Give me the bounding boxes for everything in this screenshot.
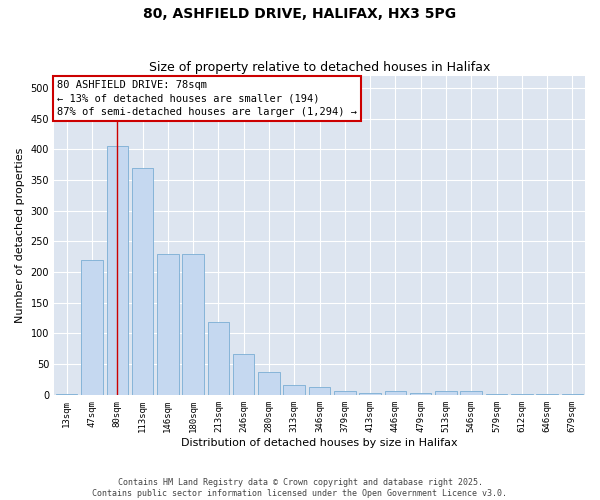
- X-axis label: Distribution of detached houses by size in Halifax: Distribution of detached houses by size …: [181, 438, 458, 448]
- Title: Size of property relative to detached houses in Halifax: Size of property relative to detached ho…: [149, 62, 490, 74]
- Bar: [132, 168, 153, 395]
- Bar: [56, 394, 77, 395]
- Bar: [460, 390, 482, 395]
- Bar: [157, 254, 179, 395]
- Bar: [486, 394, 507, 395]
- Bar: [385, 390, 406, 395]
- Text: Contains HM Land Registry data © Crown copyright and database right 2025.
Contai: Contains HM Land Registry data © Crown c…: [92, 478, 508, 498]
- Bar: [511, 394, 533, 395]
- Text: 80, ASHFIELD DRIVE, HALIFAX, HX3 5PG: 80, ASHFIELD DRIVE, HALIFAX, HX3 5PG: [143, 8, 457, 22]
- Bar: [81, 260, 103, 395]
- Bar: [536, 394, 558, 395]
- Bar: [435, 390, 457, 395]
- Bar: [410, 393, 431, 395]
- Bar: [107, 146, 128, 395]
- Bar: [233, 354, 254, 395]
- Bar: [182, 254, 204, 395]
- Text: 80 ASHFIELD DRIVE: 78sqm
← 13% of detached houses are smaller (194)
87% of semi-: 80 ASHFIELD DRIVE: 78sqm ← 13% of detach…: [56, 80, 356, 117]
- Bar: [359, 393, 381, 395]
- Bar: [562, 394, 583, 395]
- Bar: [258, 372, 280, 395]
- Bar: [309, 387, 330, 395]
- Bar: [283, 385, 305, 395]
- Bar: [334, 390, 356, 395]
- Bar: [208, 322, 229, 395]
- Y-axis label: Number of detached properties: Number of detached properties: [15, 148, 25, 323]
